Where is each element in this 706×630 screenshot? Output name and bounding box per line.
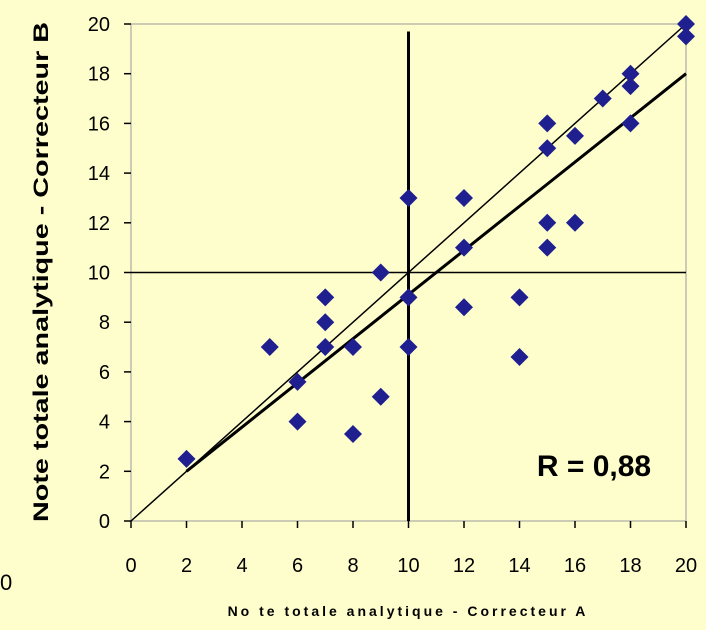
- data-point: [316, 288, 335, 307]
- y-tick-label: 6: [99, 362, 110, 384]
- x-tick-label: 20: [675, 555, 697, 577]
- y-axis-label: Note totale analytique - Correcteur B: [30, 22, 53, 522]
- data-point: [538, 238, 557, 257]
- data-point: [260, 338, 279, 357]
- data-point: [510, 288, 529, 307]
- data-point: [288, 372, 307, 391]
- x-tick-label: 16: [564, 555, 586, 577]
- data-point: [538, 114, 557, 133]
- data-point: [621, 64, 640, 83]
- y-tick-label: 2: [99, 461, 110, 483]
- y-axis-ticks: 0 2 4 6 8 10 12 14 16 18 20: [88, 14, 131, 533]
- data-point: [371, 387, 390, 406]
- data-point: [455, 298, 473, 317]
- y-tick-label: 14: [88, 163, 110, 185]
- data-point: [538, 139, 557, 158]
- x-tick-label: 2: [181, 555, 192, 577]
- x-tick-label: 14: [508, 555, 530, 577]
- x-tick-label: 4: [236, 555, 247, 577]
- x-tick-label: 8: [347, 555, 358, 577]
- x-tick-label: 18: [619, 555, 641, 577]
- data-point: [677, 15, 695, 33]
- data-point: [566, 213, 584, 232]
- data-point: [455, 238, 473, 257]
- y-tick-label: 0: [99, 511, 110, 533]
- y-tick-label: 12: [88, 213, 110, 235]
- data-point: [399, 288, 418, 307]
- correlation-annotation: R = 0,88: [537, 450, 651, 483]
- data-points: [177, 15, 695, 468]
- data-point: [566, 126, 584, 145]
- data-point: [538, 213, 557, 232]
- data-point: [288, 412, 307, 431]
- stray-zero-label: 0: [0, 570, 12, 595]
- data-point: [510, 347, 529, 366]
- data-point: [399, 188, 418, 207]
- y-tick-label: 8: [99, 312, 110, 334]
- x-tick-label: 12: [453, 555, 475, 577]
- x-axis-ticks: 0 2 4 6 8 10 12 14 16 18 20: [125, 521, 697, 577]
- reference-lines: [130, 23, 687, 522]
- x-axis-label: No te totale analytique - Correcteur A: [228, 603, 589, 619]
- data-point: [621, 114, 640, 133]
- x-tick-label: 0: [125, 555, 136, 577]
- y-tick-label: 10: [88, 263, 110, 285]
- data-point: [593, 89, 612, 108]
- x-tick-label: 6: [292, 555, 303, 577]
- y-tick-label: 18: [88, 64, 110, 86]
- data-point: [371, 263, 390, 282]
- data-point: [399, 338, 418, 357]
- data-point: [316, 313, 335, 332]
- data-point: [344, 425, 362, 444]
- data-point: [621, 77, 640, 96]
- data-point: [177, 449, 196, 468]
- data-point: [316, 338, 335, 357]
- y-tick-label: 4: [99, 412, 110, 434]
- data-point: [677, 27, 695, 46]
- data-point: [455, 188, 473, 207]
- y-tick-label: 20: [88, 14, 110, 36]
- y-tick-label: 16: [88, 113, 110, 135]
- x-tick-label: 10: [397, 555, 419, 577]
- data-point: [344, 338, 362, 357]
